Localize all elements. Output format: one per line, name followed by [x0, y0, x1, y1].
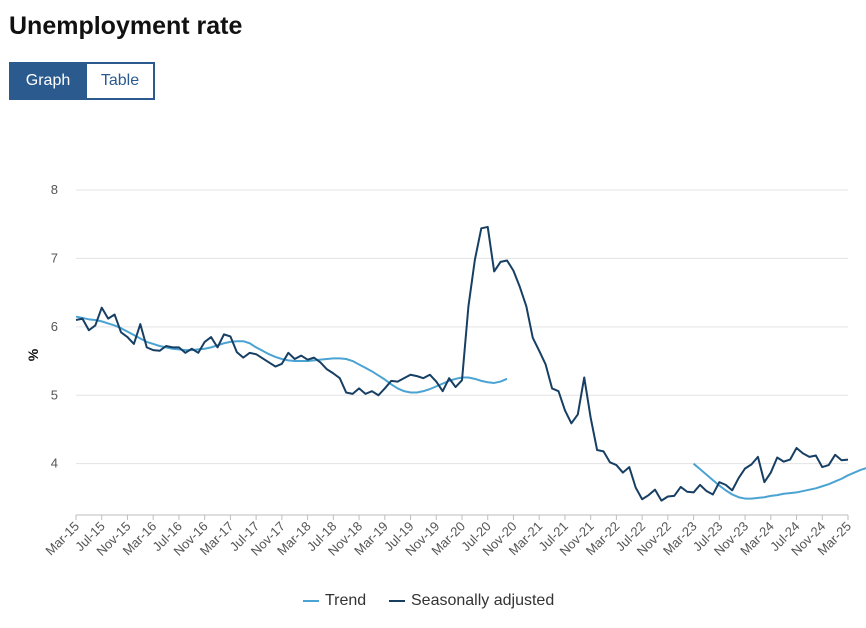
trend-swatch-icon — [303, 600, 319, 602]
tab-table[interactable]: Table — [87, 62, 155, 100]
view-tabs: Graph Table — [9, 62, 155, 100]
chart-legend: Trend Seasonally adjusted — [0, 590, 866, 614]
y-tick-label-5: 5 — [51, 387, 58, 402]
y-tick-label-7: 7 — [51, 250, 58, 265]
seasonally-adjusted-swatch-icon — [389, 600, 405, 602]
series-line-trend — [75, 315, 866, 500]
y-tick-label-4: 4 — [51, 456, 58, 471]
legend-item-trend[interactable]: Trend — [303, 592, 366, 610]
y-axis-title: % — [25, 348, 41, 361]
page-title: Unemployment rate — [9, 12, 243, 40]
tab-graph[interactable]: Graph — [9, 62, 87, 100]
legend-label-trend: Trend — [325, 592, 367, 609]
y-tick-label-6: 6 — [51, 319, 58, 334]
legend-label-seasonally-adjusted: Seasonally adjusted — [411, 592, 555, 609]
legend-item-seasonally-adjusted[interactable]: Seasonally adjusted — [389, 592, 554, 610]
y-tick-label-8: 8 — [51, 182, 58, 197]
series-line-seasonally-adjusted — [75, 225, 849, 502]
